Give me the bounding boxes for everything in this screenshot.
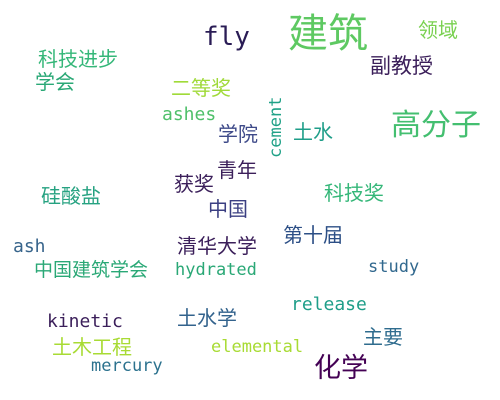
word-cement: cement xyxy=(266,96,286,158)
word-qinghua: 清华大学 xyxy=(177,234,257,258)
word-elemental: elemental xyxy=(211,337,304,357)
word-fly: fly xyxy=(203,22,250,52)
word-zhuyao: 主要 xyxy=(363,325,403,349)
word-kejijinbu: 科技进步 xyxy=(38,47,118,71)
word-zhongguo: 中国 xyxy=(208,197,248,221)
word-tushuixue: 土水学 xyxy=(177,306,237,330)
word-tushui: 土水 xyxy=(293,120,333,144)
word-xueyuan: 学院 xyxy=(218,122,258,146)
word-xuehui: 学会 xyxy=(35,70,75,94)
word-erdengjiang: 二等奖 xyxy=(171,76,231,100)
word-kinetic: kinetic xyxy=(47,311,123,332)
word-ash: ash xyxy=(13,236,46,257)
word-gaofenzi: 高分子 xyxy=(391,108,481,143)
word-dishijie: 第十届 xyxy=(283,223,343,247)
word-study: study xyxy=(368,257,420,277)
word-qingnian: 青年 xyxy=(217,158,257,182)
word-ashes: ashes xyxy=(162,104,217,125)
word-fujiaoshou: 副教授 xyxy=(370,54,433,78)
word-mercury: mercury xyxy=(91,356,163,376)
word-jianzhu: 建筑 xyxy=(288,11,368,57)
word-release: release xyxy=(291,294,367,315)
word-huojiang: 获奖 xyxy=(174,172,214,196)
word-guisuanyan: 硅酸盐 xyxy=(41,184,101,208)
word-huaxue: 化学 xyxy=(314,353,368,384)
word-kejijiang: 科技奖 xyxy=(324,181,384,205)
word-hydrated: hydrated xyxy=(175,260,257,280)
word-lingyu: 领域 xyxy=(418,18,458,42)
word-tumugongcheng: 土木工程 xyxy=(52,335,132,359)
word-zhongguojianzhuxuehui: 中国建筑学会 xyxy=(34,259,149,281)
